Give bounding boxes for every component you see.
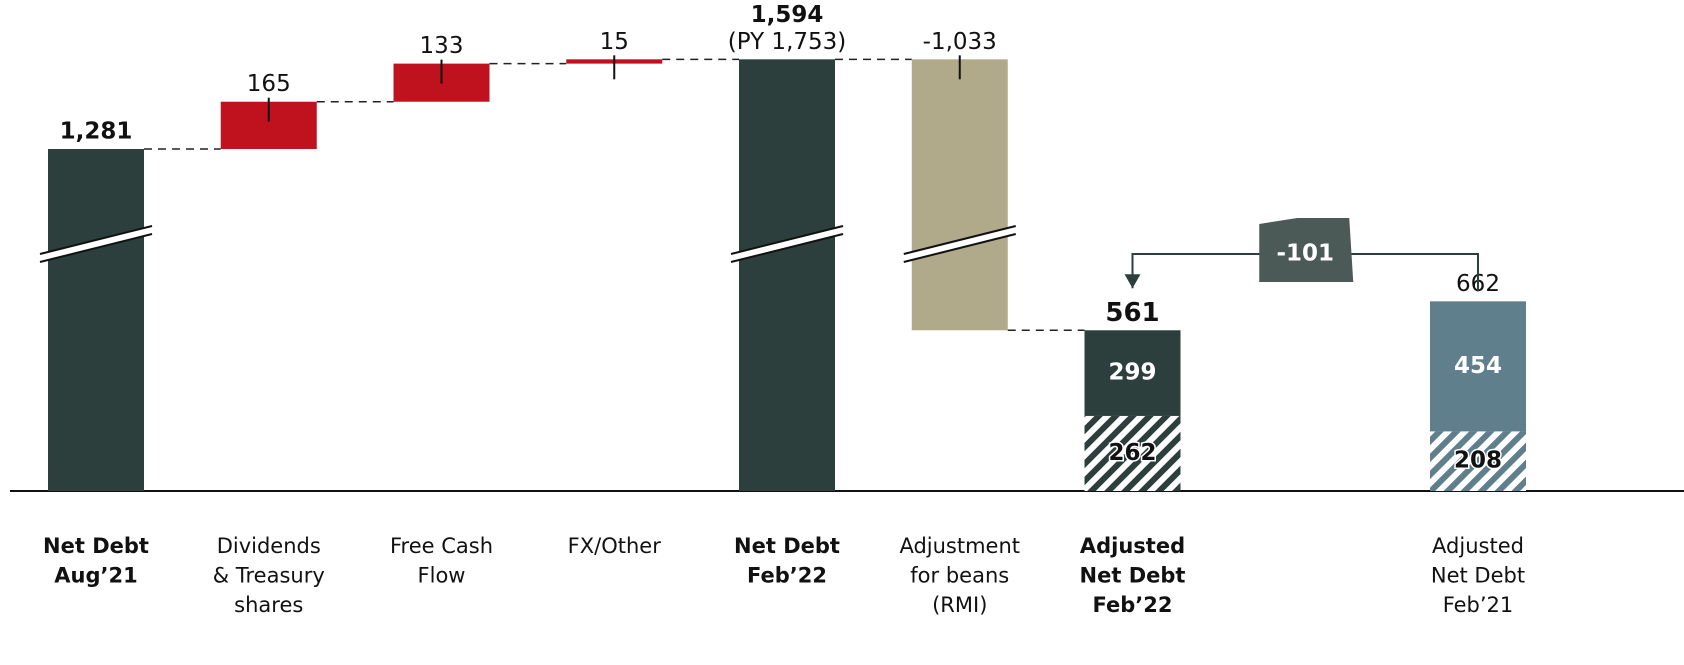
segment-label: 208 [1454, 448, 1502, 474]
axis-break-line [903, 233, 1016, 263]
axis-break-line [39, 225, 153, 255]
x-tick-label: Net Debt [1080, 564, 1186, 588]
segment-label: 454 [1454, 353, 1502, 379]
axis-break-line [730, 233, 844, 263]
x-tick-label: (RMI) [932, 593, 987, 617]
sub-label: (PY 1,753) [728, 29, 847, 55]
x-tick-label: Net Debt [734, 534, 840, 558]
stack-upper [1084, 330, 1181, 416]
segment-label: 299 [1108, 360, 1156, 386]
x-tick-label: FX/Other [568, 534, 662, 558]
stack-lower [1430, 431, 1526, 491]
value-label: -1,033 [923, 29, 997, 55]
value-label: 561 [1105, 298, 1159, 328]
value-label: 165 [247, 71, 291, 97]
x-tick-label: shares [234, 593, 303, 617]
bridge-label: -101 [1276, 241, 1334, 267]
axis-break-line [903, 225, 1016, 255]
bar [739, 59, 835, 491]
axis-break [731, 226, 843, 262]
x-tick-label: Flow [418, 564, 466, 588]
x-tick-label: Feb’22 [747, 564, 827, 588]
x-tick-label: Feb’22 [1093, 593, 1173, 617]
value-label: 133 [420, 33, 464, 59]
axis-break [40, 226, 152, 262]
axis-break-line [39, 233, 153, 263]
axis-break-line [730, 225, 844, 255]
value-label: 15 [600, 29, 629, 55]
bar [48, 148, 144, 491]
bridge-box [1259, 218, 1354, 282]
value-label: 1,594 [751, 2, 824, 28]
stack-lower [1084, 415, 1181, 491]
x-tick-label: Feb’21 [1443, 593, 1514, 617]
stack-upper [1430, 301, 1526, 432]
x-tick-label: for beans [910, 564, 1009, 588]
value-label: 1,281 [60, 118, 133, 144]
x-tick-label: Adjustment [899, 534, 1020, 558]
x-tick-label: Adjusted [1432, 534, 1524, 558]
x-tick-label: Aug’21 [54, 564, 137, 588]
bridge-arrow [1124, 274, 1141, 289]
x-tick-label: Net Debt [43, 534, 149, 558]
x-tick-label: & Treasury [213, 564, 325, 588]
x-tick-label: Net Debt [1431, 564, 1525, 588]
segment-label: 262 [1108, 440, 1156, 466]
x-tick-label: Adjusted [1080, 534, 1185, 558]
x-tick-label: Free Cash [390, 534, 493, 558]
axis-break [903, 226, 1016, 262]
x-tick-label: Dividends [217, 534, 321, 558]
bar [911, 59, 1008, 331]
